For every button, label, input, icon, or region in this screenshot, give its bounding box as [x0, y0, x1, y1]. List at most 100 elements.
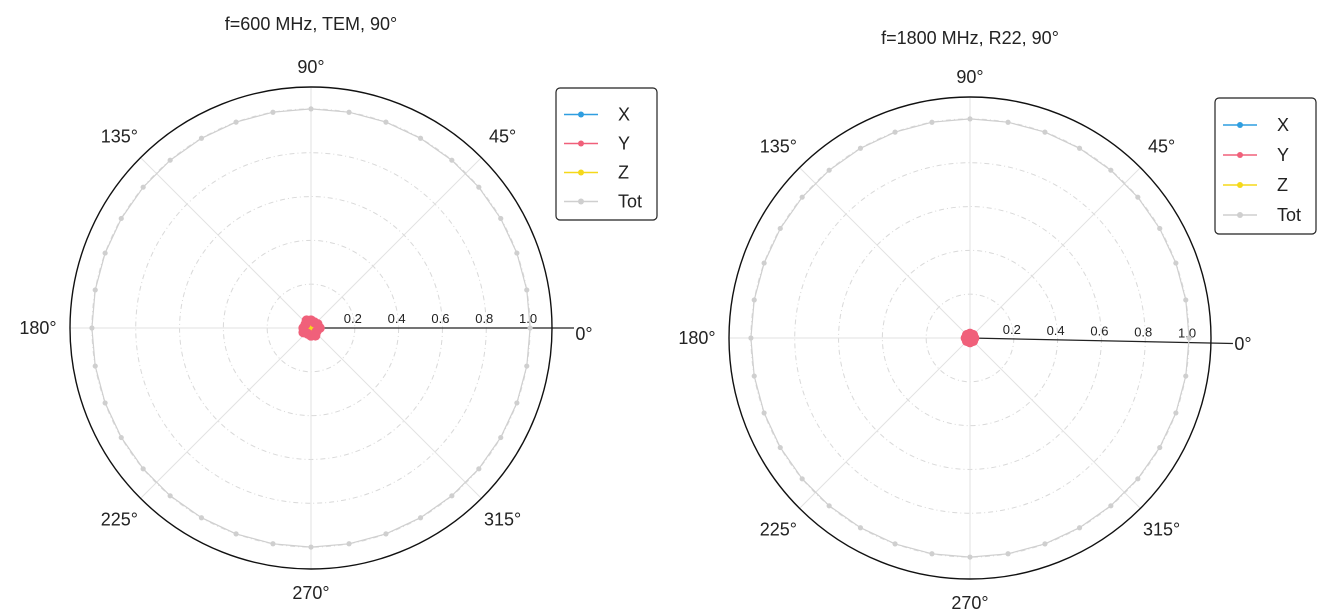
data-point — [1183, 297, 1189, 303]
grid-spoke — [140, 327, 312, 499]
radial-tick-label: 0.6 — [431, 311, 449, 326]
data-point — [476, 466, 482, 472]
legend-label: Z — [618, 163, 629, 183]
data-point — [1173, 260, 1179, 266]
legend-swatch-marker — [1237, 122, 1243, 128]
data-point — [968, 336, 979, 347]
data-point — [826, 167, 832, 173]
data-point — [799, 476, 805, 482]
angle-label-315: 315° — [1143, 520, 1180, 540]
data-point — [967, 554, 973, 560]
polar-chart-600mhz: f=600 MHz, TEM, 90° 0.2 0.4 0.6 0.8 1.0 0° 45° 9… — [0, 0, 660, 615]
grid-circle — [794, 162, 1146, 514]
data-point — [118, 434, 124, 441]
data-point — [498, 434, 504, 441]
polar-plot-svg: f=1800 MHz, R22, 90° 0.2 0.4 0.6 0.8 1.0 0° 45°… — [678, 28, 1317, 613]
data-point — [892, 129, 898, 135]
data-point — [527, 325, 533, 331]
grid-spoke — [140, 157, 312, 329]
outer-circle — [728, 96, 1212, 580]
data-point — [308, 544, 314, 550]
data-point — [89, 325, 95, 331]
data-point — [1042, 541, 1048, 547]
data-point — [799, 194, 805, 200]
data-point — [514, 400, 520, 406]
chart-title: f=1800 MHz, R22, 90° — [881, 28, 1059, 48]
data-point — [311, 326, 322, 337]
data-point — [761, 260, 767, 266]
series-tot — [89, 106, 533, 550]
legend-swatch-marker — [578, 140, 584, 147]
data-point — [1157, 225, 1163, 232]
grid-spoke — [310, 157, 482, 329]
data-point — [308, 106, 314, 112]
data-point — [1042, 129, 1048, 135]
data-point — [346, 109, 352, 115]
data-point — [1135, 476, 1141, 482]
legend: XYZ Tot — [555, 87, 658, 221]
data-point — [929, 551, 935, 557]
data-point — [1157, 444, 1163, 451]
data-point — [1135, 194, 1141, 200]
legend-swatch-marker — [578, 198, 584, 205]
angle-label-90: 90° — [297, 57, 324, 77]
series-y — [960, 328, 980, 348]
radial-tick-label: 0.2 — [344, 311, 362, 326]
legend-label: Tot — [1277, 205, 1301, 225]
data-point — [383, 531, 389, 537]
data-point — [92, 363, 98, 369]
data-point — [167, 493, 173, 499]
radial-tick-label: 0.8 — [1134, 325, 1152, 340]
data-point — [233, 531, 239, 537]
data-point — [346, 541, 352, 547]
data-point — [751, 373, 757, 379]
radial-tick-label: 1.0 — [519, 311, 537, 326]
angle-label-135: 135° — [760, 136, 797, 156]
data-point — [198, 515, 205, 521]
legend-label: Y — [618, 134, 630, 154]
data-point — [967, 116, 973, 122]
angle-label-180: 180° — [678, 328, 715, 348]
data-point — [761, 410, 767, 416]
data-point — [270, 541, 276, 547]
data-point — [777, 225, 783, 232]
data-point — [270, 109, 276, 115]
chart-title: f=600 MHz, TEM, 90° — [225, 14, 397, 34]
data-point — [140, 466, 146, 472]
legend-swatch-marker — [1237, 152, 1243, 158]
data-point — [1005, 119, 1011, 125]
legend-swatch-marker — [1237, 212, 1243, 218]
polar-plot-svg: f=600 MHz, TEM, 90° 0.2 0.4 0.6 0.8 1.0 0° 45° 9… — [19, 14, 658, 603]
radial-tick-label: 0.4 — [388, 311, 406, 326]
data-point — [167, 157, 173, 163]
series-tot — [748, 116, 1192, 560]
data-point — [826, 503, 832, 509]
angle-label-225: 225° — [101, 510, 138, 530]
data-point — [1183, 373, 1189, 379]
data-point — [102, 400, 108, 406]
data-point — [383, 119, 389, 125]
data-point — [449, 157, 455, 163]
radial-tick-label: 0.2 — [1003, 322, 1021, 337]
legend-label: X — [1277, 115, 1289, 135]
legend-swatch-marker — [578, 169, 584, 176]
data-point — [198, 135, 205, 141]
data-point — [929, 119, 935, 125]
data-point — [1108, 167, 1114, 173]
angle-label-180: 180° — [19, 318, 56, 338]
data-point — [892, 541, 898, 547]
data-point — [498, 215, 504, 222]
data-point — [751, 297, 757, 303]
angle-label-135: 135° — [101, 126, 138, 146]
data-point — [514, 250, 520, 256]
data-point — [1076, 145, 1083, 151]
data-point — [1186, 335, 1192, 341]
legend-label: X — [618, 105, 630, 125]
series-y — [298, 315, 325, 341]
data-point — [1108, 503, 1114, 509]
radial-tick-label: 0.8 — [475, 311, 493, 326]
data-point — [1076, 525, 1083, 531]
legend: XYZ Tot — [1214, 97, 1317, 235]
data-point — [857, 145, 864, 151]
radial-tick-label: 1.0 — [1178, 326, 1196, 341]
